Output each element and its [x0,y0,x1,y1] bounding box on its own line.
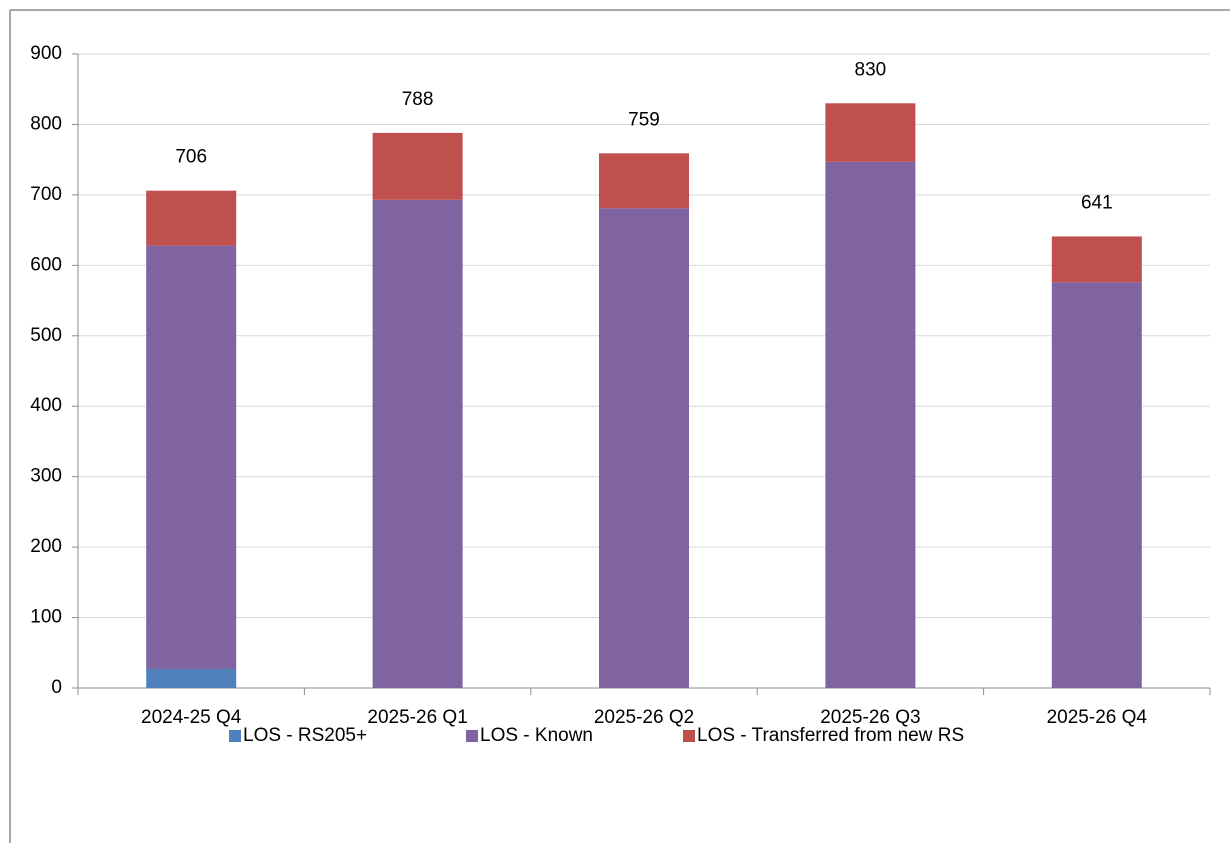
bar-segment [146,190,237,246]
bar-segment [146,245,237,669]
y-tick-label: 500 [30,325,62,346]
y-tick-label: 700 [30,184,62,205]
bar-segment [599,208,689,689]
total-label: 706 [175,147,207,168]
total-label: 788 [402,89,434,110]
legend-label: LOS - Known [480,725,593,746]
bar-segment [146,668,237,688]
y-tick-label: 600 [30,254,62,275]
y-tick-label: 400 [30,395,62,416]
total-label: 759 [628,109,660,130]
legend-swatch [466,730,478,742]
x-tick-label: 2025-26 Q4 [1047,707,1148,728]
total-label: 830 [855,59,887,80]
y-tick-label: 0 [51,677,62,698]
legend-swatch [229,730,241,742]
x-tick-label: 2024-25 Q4 [141,707,242,728]
bar-segment [825,103,916,162]
bar-segment [1051,282,1142,688]
x-tick-label: 2025-26 Q1 [367,707,467,728]
y-tick-label: 100 [30,607,62,628]
x-tick-label: 2025-26 Q3 [820,707,920,728]
bar-segment [599,153,689,209]
legend-swatch [683,730,695,742]
y-tick-label: 800 [30,113,62,134]
total-label: 641 [1081,192,1113,213]
x-tick-label: 2025-26 Q2 [594,707,694,728]
legend-label: LOS - Transferred from new RS [697,725,964,746]
bar-segment [372,199,463,688]
y-tick-label: 300 [30,466,62,487]
bar-segment [825,161,916,688]
bar-segment [372,132,463,200]
y-tick-label: 900 [30,43,62,64]
legend-label: LOS - RS205+ [243,725,367,746]
bar-segment [1051,236,1142,283]
y-tick-label: 200 [30,536,62,557]
